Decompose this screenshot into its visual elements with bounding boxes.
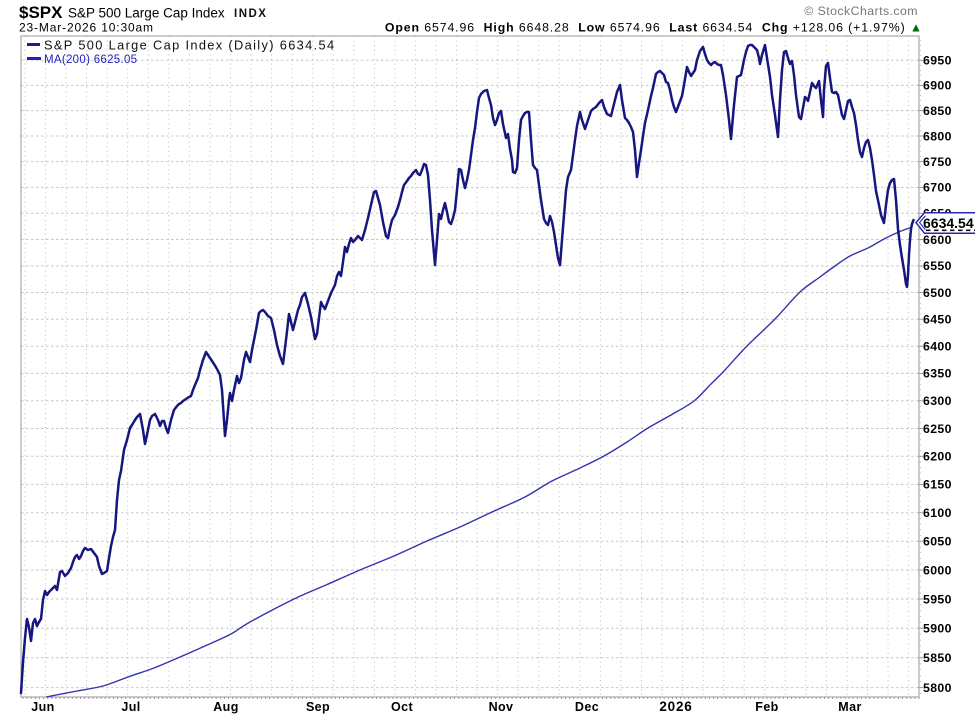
svg-text:Oct: Oct (391, 700, 413, 714)
svg-text:5850: 5850 (923, 651, 952, 665)
svg-text:6450: 6450 (923, 313, 952, 327)
svg-text:6050: 6050 (923, 535, 952, 549)
svg-text:© StockCharts.com: © StockCharts.com (804, 4, 918, 18)
svg-text:Nov: Nov (489, 700, 514, 714)
svg-text:6300: 6300 (923, 394, 952, 408)
svg-text:Open 6574.96 High 6648.28 Lo: Open 6574.96 High 6648.28 Low 6574.96 La… (385, 21, 923, 35)
svg-text:MA(200) 6625.05: MA(200) 6625.05 (44, 54, 137, 66)
svg-text:6750: 6750 (923, 155, 952, 169)
svg-text:5950: 5950 (923, 592, 952, 606)
svg-text:Dec: Dec (575, 700, 599, 714)
svg-text:5800: 5800 (923, 681, 952, 695)
svg-text:Jul: Jul (121, 700, 140, 714)
svg-text:6800: 6800 (923, 129, 952, 143)
svg-text:6400: 6400 (923, 340, 952, 354)
svg-text:6634.54: 6634.54 (923, 215, 974, 231)
svg-text:Aug: Aug (213, 700, 239, 714)
svg-text:2026: 2026 (659, 699, 692, 714)
svg-text:Mar: Mar (838, 700, 861, 714)
svg-text:6250: 6250 (923, 422, 952, 436)
svg-text:6350: 6350 (923, 367, 952, 381)
svg-text:6150: 6150 (923, 478, 952, 492)
svg-text:S&P 500 Large Cap Index: S&P 500 Large Cap Index (68, 6, 225, 21)
svg-text:S&P 500 Large Cap Index (Daily: S&P 500 Large Cap Index (Daily) 6634.54 (44, 38, 335, 53)
svg-text:23-Mar-2026 10:30am: 23-Mar-2026 10:30am (19, 21, 154, 35)
svg-text:INDX: INDX (234, 8, 267, 20)
svg-text:$SPX: $SPX (19, 3, 63, 22)
svg-text:6550: 6550 (923, 259, 952, 273)
svg-text:6900: 6900 (923, 79, 952, 93)
svg-text:Jun: Jun (31, 700, 54, 714)
svg-text:6500: 6500 (923, 286, 952, 300)
svg-text:6000: 6000 (923, 563, 952, 577)
svg-text:Sep: Sep (306, 700, 330, 714)
svg-text:6700: 6700 (923, 181, 952, 195)
svg-text:6950: 6950 (923, 54, 952, 68)
svg-text:6600: 6600 (923, 233, 952, 247)
svg-text:Feb: Feb (755, 700, 778, 714)
svg-text:6850: 6850 (923, 104, 952, 118)
svg-text:5900: 5900 (923, 622, 952, 636)
svg-text:6100: 6100 (923, 506, 952, 520)
svg-text:6200: 6200 (923, 450, 952, 464)
